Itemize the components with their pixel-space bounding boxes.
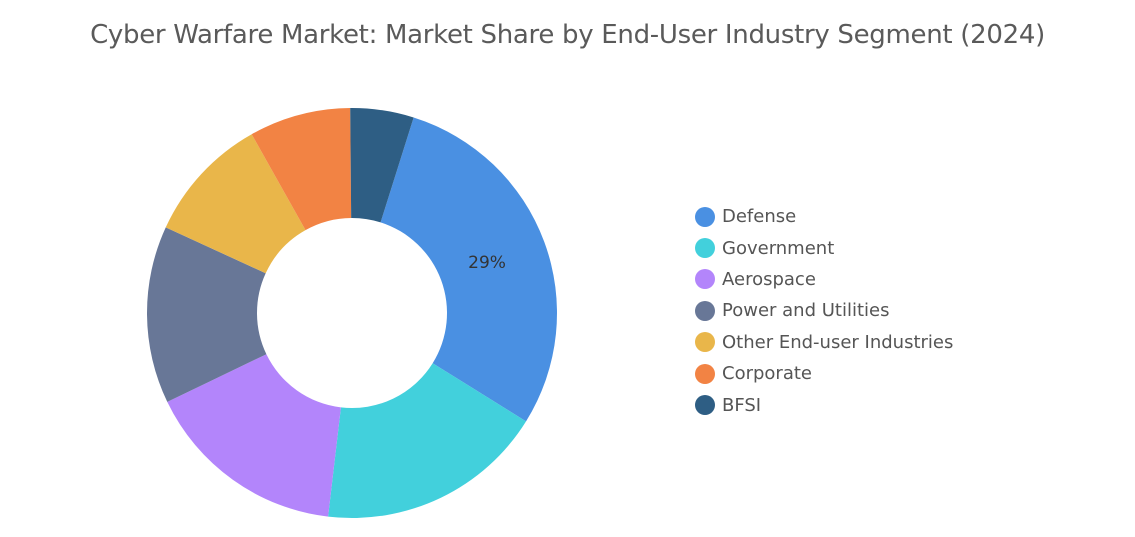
legend-swatch: [695, 363, 715, 384]
donut-slice-defense: [380, 117, 557, 422]
legend-item: Defense: [695, 201, 953, 232]
legend-swatch: [695, 269, 715, 290]
slice-value-label: 29%: [468, 253, 506, 273]
donut-slice-power-and-utilities: [147, 227, 267, 402]
legend-label: BFSI: [722, 394, 762, 416]
donut-slice-aerospace: [167, 354, 341, 517]
legend-item: BFSI: [695, 389, 953, 420]
legend-swatch: [695, 332, 715, 353]
legend-item: Aerospace: [695, 264, 953, 295]
legend-item: Power and Utilities: [695, 295, 953, 326]
legend-label: Aerospace: [722, 268, 816, 290]
donut-slice-bfsi: [350, 107, 414, 223]
legend-label: Defense: [722, 206, 797, 228]
legend-label: Government: [722, 237, 835, 259]
legend-swatch: [695, 238, 715, 259]
donut-slice-other-end-user-industries: [165, 134, 306, 274]
donut-slice-corporate: [251, 108, 352, 231]
legend-label: Corporate: [722, 363, 812, 385]
legend-swatch: [695, 395, 715, 416]
legend-item: Other End-user Industries: [695, 327, 953, 358]
legend-item: Corporate: [695, 358, 953, 389]
chart-title: Cyber Warfare Market: Market Share by En…: [90, 20, 1045, 50]
legend-swatch: [695, 300, 715, 321]
legend-item: Government: [695, 232, 953, 263]
chart-legend: Defense Government Aerospace Power and Util…: [695, 201, 953, 421]
legend-label: Power and Utilities: [722, 300, 890, 322]
legend-label: Other End-user Industries: [722, 331, 954, 353]
donut-slice-government: [328, 363, 527, 518]
legend-swatch: [695, 206, 715, 227]
